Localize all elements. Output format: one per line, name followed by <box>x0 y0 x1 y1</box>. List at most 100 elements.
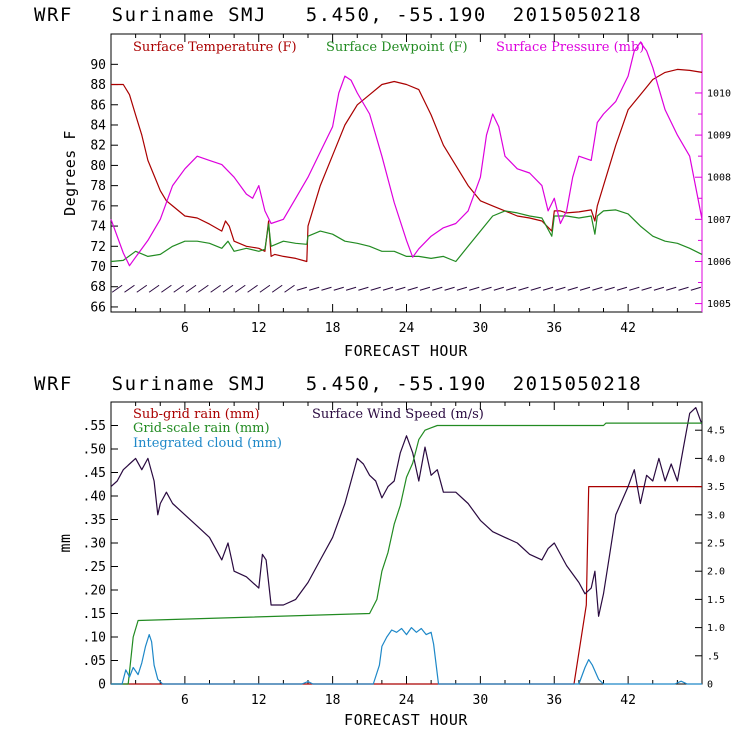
top-x-axis-label: FORECAST HOUR <box>344 342 468 360</box>
y2-tick-label: 3.0 <box>707 510 725 521</box>
wind-barb <box>456 286 468 291</box>
y-tick-label: .45 <box>83 466 106 481</box>
y-tick-label: .20 <box>83 584 106 599</box>
wind-barb <box>148 284 160 293</box>
wind-barb <box>247 284 258 293</box>
wind-barb <box>358 286 369 291</box>
y-tick-label: 90 <box>90 58 106 73</box>
y2-tick-label: 2.0 <box>707 567 725 578</box>
y-tick-label: 74 <box>90 220 106 235</box>
legend-dewpoint: Surface Dewpoint (F) <box>326 40 468 55</box>
wind-barb <box>222 284 234 293</box>
y-tick-label: 86 <box>90 98 106 113</box>
legend-pressure: Surface Pressure (mb) <box>496 40 644 55</box>
x-tick-label: 18 <box>325 321 341 336</box>
surface-temperature-line <box>111 68 703 263</box>
x-tick-label: 18 <box>325 693 341 708</box>
wind-barb <box>382 286 394 291</box>
surface-dewpoint-line <box>110 209 703 263</box>
top-chart-title: WRF Suriname SMJ 5.450, -55.190 20150502… <box>34 4 642 26</box>
wind-barb <box>653 286 665 291</box>
grid-scale-rain-line <box>111 422 702 685</box>
y-tick-label: .50 <box>83 443 106 458</box>
wind-barb <box>407 286 418 291</box>
wind-barb <box>284 284 295 293</box>
wind-barb <box>185 284 197 293</box>
bottom-y-axis-label: mm <box>56 533 74 552</box>
x-tick-label: 42 <box>620 321 636 336</box>
top-plot-frame <box>110 33 703 313</box>
y-tick-label: .55 <box>83 419 106 434</box>
wind-barb <box>136 284 148 293</box>
wind-barb <box>111 284 123 293</box>
wind-barb <box>124 284 135 293</box>
bottom-chart-title: WRF Suriname SMJ 5.450, -55.190 20150502… <box>34 373 642 395</box>
y2-tick-label: .5 <box>707 651 719 662</box>
y2-tick-label: 1006 <box>707 257 731 268</box>
wind-barb <box>444 286 455 291</box>
wind-barb <box>161 284 172 293</box>
y-tick-label: 66 <box>90 300 106 315</box>
legend-gridscale-rain: Grid-scale rain (mm) <box>133 421 270 436</box>
y2-tick-label: 1007 <box>707 215 731 226</box>
wind-barb <box>592 286 603 291</box>
surface-pressure-line <box>110 41 703 267</box>
y-tick-label: 76 <box>90 199 106 214</box>
bottom-axis-ticks: 6 12 18 24 30 36 42 0 .05 .10 .15 .20 .25 .30 .35 .40 .4… <box>83 402 725 708</box>
wind-barb <box>616 286 628 291</box>
y-tick-label: 88 <box>90 78 106 93</box>
wind-barb <box>518 286 529 291</box>
y2-tick-label: 1009 <box>707 131 731 142</box>
y2-tick-label: 1.5 <box>707 595 725 606</box>
wind-barb <box>309 286 320 291</box>
y2-tick-label: 0 <box>707 680 713 691</box>
x-tick-label: 42 <box>620 693 636 708</box>
wind-barb <box>567 286 578 291</box>
temperature-dewpoint-pressure-chart: WRF Suriname SMJ 5.450, -55.190 20150502… <box>34 4 731 360</box>
x-tick-label: 30 <box>473 693 489 708</box>
wind-barb <box>271 284 283 293</box>
y-tick-label: .25 <box>83 560 106 575</box>
wind-barb <box>333 286 344 291</box>
y-tick-label: 72 <box>90 240 106 255</box>
wind-barb <box>690 286 701 291</box>
top-y-axis-label: Degrees F <box>61 130 79 216</box>
wind-barb <box>629 286 640 291</box>
x-tick-label: 36 <box>546 693 562 708</box>
wind-barb <box>234 284 246 293</box>
wind-barb <box>259 284 271 293</box>
x-tick-label: 36 <box>546 321 562 336</box>
y-tick-label: 80 <box>90 159 106 174</box>
wind-barb <box>604 286 615 291</box>
wind-barb <box>666 286 677 291</box>
wind-barb <box>419 286 431 291</box>
y2-tick-label: 4.5 <box>707 426 725 437</box>
surface-wind-speed-line <box>110 407 703 617</box>
y-tick-label: .40 <box>83 490 106 505</box>
wind-barb <box>395 286 406 291</box>
y2-tick-label: 1005 <box>707 299 731 310</box>
y2-tick-label: 1008 <box>707 173 731 184</box>
sub-grid-rain-line <box>111 486 702 685</box>
legend-subgrid-rain: Sub-grid rain (mm) <box>133 407 260 422</box>
wind-barb <box>370 286 381 291</box>
wind-barb <box>469 286 480 291</box>
y-tick-label: 0 <box>98 678 106 693</box>
top-axis-ticks: 6 12 18 24 30 36 42 66 68 70 72 74 76 78 80 82 84 86 88 90 1… <box>90 34 731 336</box>
y-tick-label: .05 <box>83 654 106 669</box>
y-tick-label: 68 <box>90 280 106 295</box>
legend-integrated-cloud: Integrated cloud (mm) <box>133 436 282 451</box>
y-tick-label: 78 <box>90 179 106 194</box>
top-series-group <box>110 41 703 293</box>
bottom-x-axis-label: FORECAST HOUR <box>344 711 468 729</box>
x-tick-label: 12 <box>251 321 267 336</box>
legend-wind-speed: Surface Wind Speed (m/s) <box>312 407 484 422</box>
legend-temperature: Surface Temperature (F) <box>133 40 297 55</box>
y2-tick-label: 1010 <box>707 88 731 99</box>
x-tick-label: 30 <box>473 321 489 336</box>
wind-barb <box>579 286 591 291</box>
y-tick-label: 70 <box>90 260 106 275</box>
wind-barb <box>678 286 689 291</box>
wind-barb <box>210 284 221 293</box>
y-tick-label: .30 <box>83 537 106 552</box>
